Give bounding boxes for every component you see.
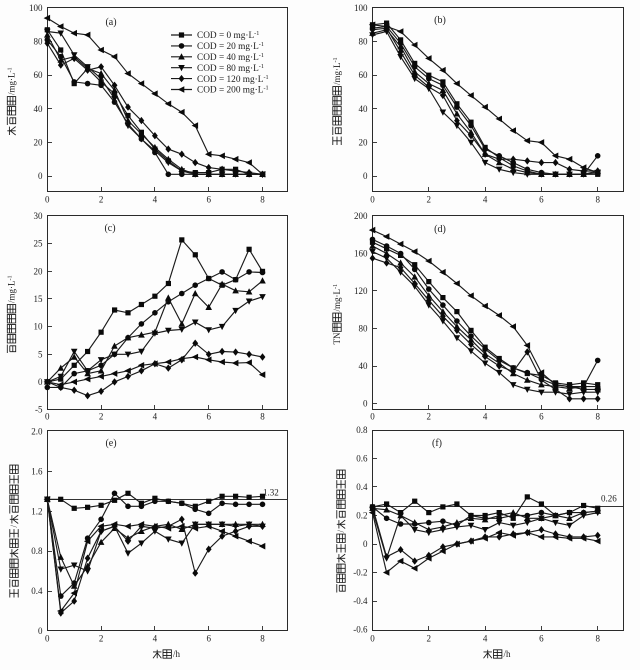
svg-text:0: 0 [363,171,368,181]
svg-text:0: 0 [38,171,43,181]
svg-text:COD = 0 mg·L-1: COD = 0 mg·L-1 [197,30,259,41]
svg-text:20: 20 [34,266,44,276]
svg-text:/: / [336,530,346,533]
svg-text:25: 25 [34,239,44,249]
svg-text:COD = 80 mg·L-1: COD = 80 mg·L-1 [197,63,264,74]
svg-text:4: 4 [153,195,158,205]
svg-text:30: 30 [34,211,44,221]
svg-text:4: 4 [483,634,488,644]
svg-text:0.4: 0.4 [31,586,43,596]
svg-text:1.2: 1.2 [31,506,42,516]
svg-text:0.2: 0.2 [356,511,367,521]
svg-text:4: 4 [483,195,488,205]
svg-text:6: 6 [206,412,211,422]
svg-text:40: 40 [359,361,369,371]
svg-text:6: 6 [539,195,544,205]
svg-text:5: 5 [38,349,43,359]
svg-text:/mg·L-1: /mg·L-1 [332,284,342,312]
svg-text:100: 100 [354,3,368,13]
svg-text:0.26: 0.26 [601,494,617,504]
svg-text:-5: -5 [35,405,43,415]
svg-text:20: 20 [359,137,369,147]
svg-text:(d): (d) [434,224,446,235]
svg-text:2: 2 [427,195,432,205]
svg-text:10: 10 [34,322,44,332]
svg-text:0: 0 [363,399,368,409]
svg-text:0: 0 [38,377,43,387]
svg-text:2.0: 2.0 [31,427,43,437]
svg-text:0.8: 0.8 [31,546,43,556]
svg-text:0: 0 [45,412,50,422]
svg-text:COD = 40 mg·L-1: COD = 40 mg·L-1 [197,52,264,63]
svg-text:80: 80 [359,37,369,47]
svg-text:0: 0 [45,195,50,205]
svg-text:200: 200 [354,211,368,221]
svg-text:-0.2: -0.2 [353,568,367,578]
svg-text:0: 0 [370,634,375,644]
svg-text:4: 4 [153,412,158,422]
svg-text:2: 2 [99,634,104,644]
svg-text:1.6: 1.6 [31,466,43,476]
svg-text:0: 0 [45,634,50,644]
svg-text:/mg·L-1: /mg·L-1 [7,275,17,303]
svg-text:0: 0 [38,626,43,636]
svg-text:/h: /h [504,649,512,659]
svg-text:160: 160 [354,249,368,259]
svg-text:-0.6: -0.6 [353,625,368,635]
svg-text:COD = 120 mg·L-1: COD = 120 mg·L-1 [197,74,269,85]
svg-text:6: 6 [539,634,544,644]
svg-text:20: 20 [34,137,44,147]
svg-text:8: 8 [260,634,265,644]
svg-text:6: 6 [539,412,544,422]
svg-text:(f): (f) [432,438,442,449]
svg-text:1.32: 1.32 [263,488,279,498]
svg-text:(c): (c) [104,223,115,234]
svg-text:0.4: 0.4 [356,482,368,492]
svg-text:-0.4: -0.4 [353,596,368,606]
svg-text:8: 8 [595,195,600,205]
svg-text:COD = 200 mg·L-1: COD = 200 mg·L-1 [197,85,269,96]
svg-text:8: 8 [595,634,600,644]
svg-text:4: 4 [483,412,488,422]
svg-text:2: 2 [427,634,432,644]
svg-text:0.6: 0.6 [356,453,368,463]
svg-text:80: 80 [34,37,44,47]
svg-text:40: 40 [359,104,369,114]
svg-text:(b): (b) [434,15,446,26]
svg-text:TN: TN [332,332,342,344]
svg-text:8: 8 [260,412,265,422]
svg-text:0.8: 0.8 [356,425,368,435]
svg-text:/h: /h [173,649,181,659]
svg-text:(a): (a) [105,17,116,28]
svg-text:120: 120 [354,286,368,296]
svg-text:0: 0 [363,539,368,549]
svg-text:COD = 20 mg·L-1: COD = 20 mg·L-1 [197,41,264,52]
svg-text:6: 6 [206,195,211,205]
svg-text:80: 80 [359,324,369,334]
svg-text:0: 0 [370,412,375,422]
svg-text:4: 4 [153,634,158,644]
svg-text:40: 40 [34,104,44,114]
svg-text:60: 60 [34,70,44,80]
svg-text:2: 2 [99,412,104,422]
svg-text:/: / [9,525,19,528]
svg-text:8: 8 [595,412,600,422]
svg-text:/mg·L-1: /mg·L-1 [332,57,342,85]
svg-text:(e): (e) [105,438,116,449]
svg-text:100: 100 [29,3,43,13]
svg-text:/mg·L-1: /mg·L-1 [7,67,17,95]
svg-text:60: 60 [359,70,369,80]
svg-text:15: 15 [34,294,44,304]
svg-text:2: 2 [99,195,104,205]
svg-text:8: 8 [260,195,265,205]
svg-text:0: 0 [370,195,375,205]
svg-text:2: 2 [427,412,432,422]
svg-text:6: 6 [206,634,211,644]
